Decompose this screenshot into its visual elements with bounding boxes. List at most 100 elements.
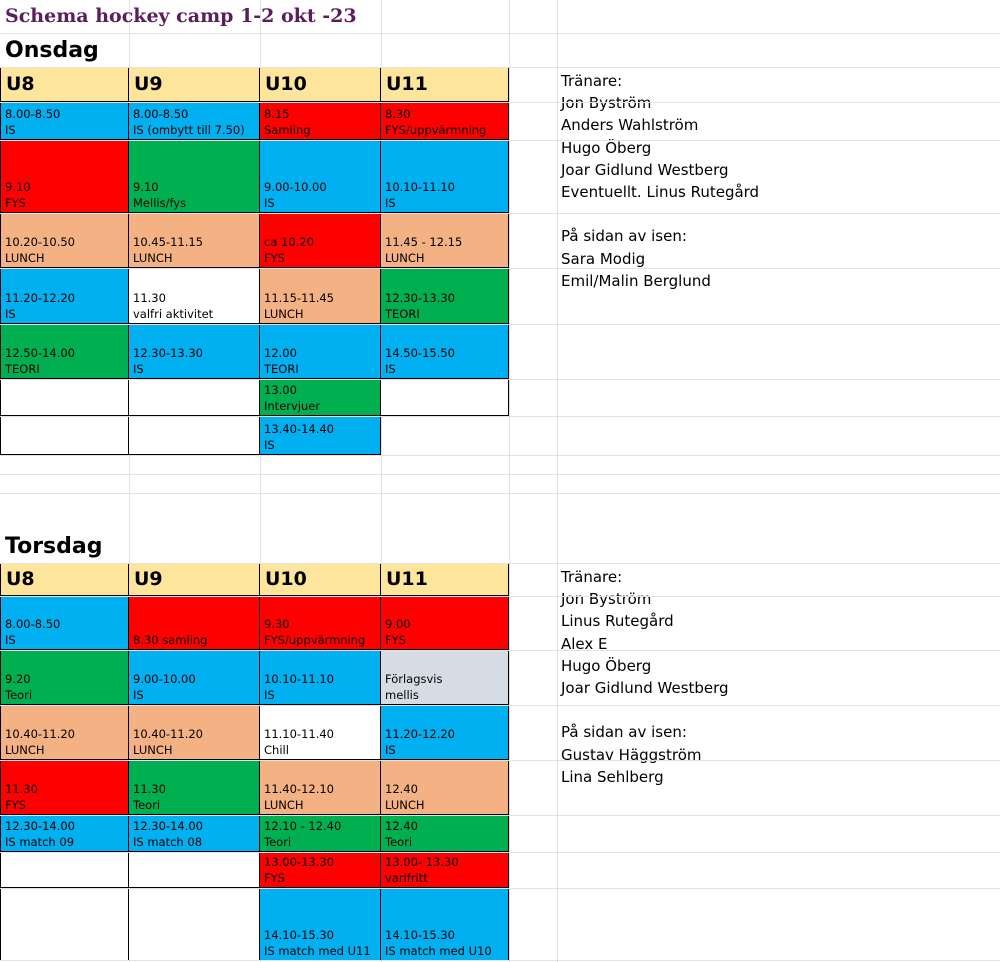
cell-time: 12.40: [385, 782, 418, 796]
column-header-u11[interactable]: U11: [381, 67, 509, 102]
schedule-cell[interactable]: 8.00-8.50 IS (ombytt till 7.50): [129, 102, 260, 140]
schedule-cell[interactable]: [129, 416, 260, 455]
cell-activity: FYS: [385, 633, 406, 647]
schedule-cell[interactable]: 12.10 - 12.40 Teori: [260, 815, 381, 852]
schedule-cell[interactable]: 8.30 samling: [129, 596, 260, 650]
schedule-cell[interactable]: 13.00-13.30 FYS: [260, 852, 381, 888]
schedule-cell[interactable]: 12.30-13.30 TEORI: [381, 268, 509, 324]
schedule-cell[interactable]: [129, 888, 260, 961]
schedule-cell[interactable]: 8.00-8.50 IS: [0, 102, 129, 140]
cell-time: 9.00: [385, 617, 411, 631]
cell-activity: Mellis/fys: [133, 196, 187, 210]
schedule-cell[interactable]: 9.20 Teori: [0, 650, 129, 705]
schedule-cell[interactable]: [381, 379, 509, 416]
schedule-cell[interactable]: [0, 379, 129, 416]
grid-line: [0, 493, 1000, 494]
grid-line: [0, 596, 1000, 597]
schedule-cell[interactable]: 11.20-12.20 IS: [381, 705, 509, 760]
schedule-cell[interactable]: 11.30 valfri aktivitet: [129, 268, 260, 324]
schedule-cell[interactable]: 13.40-14.40 IS: [260, 416, 381, 455]
schedule-cell[interactable]: 14.10-15.30 IS match med U11: [260, 888, 381, 961]
cell-activity: IS: [133, 688, 144, 702]
grid-line: [0, 760, 1000, 761]
cell-activity: LUNCH: [133, 251, 173, 265]
grid-line: [0, 960, 1000, 961]
schedule-cell[interactable]: 14.50-15.50 IS: [381, 324, 509, 379]
schedule-cell[interactable]: 11.45 - 12.15 LUNCH: [381, 213, 509, 268]
cell-time: 11.20-12.20: [385, 727, 455, 741]
cell-activity: LUNCH: [133, 743, 173, 757]
cell-time: 10.20-10.50: [5, 235, 75, 249]
schedule-cell[interactable]: 11.40-12.10 LUNCH: [260, 760, 381, 815]
schedule-cell[interactable]: [0, 888, 129, 961]
schedule-cell[interactable]: 9.10 FYS: [0, 140, 129, 213]
schedule-cell[interactable]: 11.10-11.40 Chill: [260, 705, 381, 760]
schedule-cell[interactable]: 11.30 Teori: [129, 760, 260, 815]
schedule-cell[interactable]: 11.20-12.20 IS: [0, 268, 129, 324]
schedule-cell[interactable]: 12.30-14.00 IS match 09: [0, 815, 129, 852]
cell-activity: IS: [5, 633, 16, 647]
notes-line: Tränare:: [561, 72, 623, 90]
coaches-notes-torsdag: Tränare: Jon Byström Linus Rutegård Alex E H…: [561, 566, 729, 788]
schedule-cell[interactable]: 12.50-14.00 TEORI: [0, 324, 129, 379]
schedule-cell[interactable]: 12.30-13.30 IS: [129, 324, 260, 379]
grid-line: [0, 102, 1000, 103]
schedule-cell[interactable]: 10.10-11.10 IS: [260, 650, 381, 705]
schedule-cell[interactable]: 9.30 FYS/uppvärmning: [260, 596, 381, 650]
column-header-u8[interactable]: U8: [0, 563, 129, 596]
schedule-cell[interactable]: [129, 379, 260, 416]
schedule-cell[interactable]: 13.00- 13.30 varifritt: [381, 852, 509, 888]
schedule-cell[interactable]: 10.40-11.20 LUNCH: [129, 705, 260, 760]
schedule-cell[interactable]: 12.40 Teori: [381, 815, 509, 852]
schedule-cell[interactable]: [0, 416, 129, 455]
schedule-cell[interactable]: 9.00 FYS: [381, 596, 509, 650]
notes-line: På sidan av isen:: [561, 723, 687, 742]
column-header-u10[interactable]: U10: [260, 67, 381, 102]
schedule-cell[interactable]: 10.20-10.50 LUNCH: [0, 213, 129, 268]
notes-line: Alex E: [561, 634, 608, 653]
notes-line: Sara Modig: [561, 249, 646, 268]
notes-line: Emil/Malin Berglund: [561, 271, 711, 290]
schedule-cell[interactable]: 11.30 FYS: [0, 760, 129, 815]
notes-line: Joar Gidlund Westberg: [561, 160, 729, 179]
schedule-cell[interactable]: 8.30 FYS/uppvärmning: [381, 102, 509, 140]
notes-line: Gustav Häggström: [561, 745, 702, 764]
cell-activity: IS match 09: [5, 835, 75, 849]
schedule-cell[interactable]: 10.45-11.15 LUNCH: [129, 213, 260, 268]
cell-time: 11.20-12.20: [5, 291, 75, 305]
schedule-cell[interactable]: 13.00 Intervjuer: [260, 379, 381, 416]
schedule-cell[interactable]: 9.00-10.00 IS: [129, 650, 260, 705]
column-header-u10[interactable]: U10: [260, 563, 381, 596]
cell-activity: IS match med U10: [385, 944, 492, 958]
cell-activity: Teori: [133, 798, 161, 812]
schedule-cell[interactable]: [129, 852, 260, 888]
schedule-cell[interactable]: 11.15-11.45 LUNCH: [260, 268, 381, 324]
schedule-cell[interactable]: ca 10.20 FYS: [260, 213, 381, 268]
column-header-u8[interactable]: U8: [0, 67, 129, 102]
grid-line: [0, 563, 1000, 564]
schedule-cell[interactable]: Förlagsvis mellis: [381, 650, 509, 705]
column-header-u9[interactable]: U9: [129, 67, 260, 102]
notes-line: Hugo Öberg: [561, 656, 652, 675]
schedule-cell[interactable]: 12.30-14.00 IS match 08: [129, 815, 260, 852]
schedule-cell[interactable]: 12.40 LUNCH: [381, 760, 509, 815]
column-header-u11[interactable]: U11: [381, 563, 509, 596]
schedule-cell[interactable]: 12.00 TEORI: [260, 324, 381, 379]
schedule-cell[interactable]: 9.00-10.00 IS: [260, 140, 381, 213]
cell-time: 11.45 - 12.15: [385, 235, 463, 249]
cell-time: 8.15: [264, 107, 290, 121]
schedule-cell[interactable]: 14.10-15.30 IS match med U10: [381, 888, 509, 961]
schedule-cell[interactable]: 8.00-8.50 IS: [0, 596, 129, 650]
schedule-cell[interactable]: 10.40-11.20 LUNCH: [0, 705, 129, 760]
column-header-u9[interactable]: U9: [129, 563, 260, 596]
notes-line: Anders Wahlström: [561, 116, 699, 135]
cell-time: 12.30-13.30: [133, 346, 203, 360]
cell-activity: FYS/uppvärmning: [264, 633, 366, 647]
schedule-cell[interactable]: 10.10-11.10 IS: [381, 140, 509, 213]
schedule-cell[interactable]: 9.10 Mellis/fys: [129, 140, 260, 213]
cell-activity: LUNCH: [5, 251, 45, 265]
schedule-cell[interactable]: [0, 852, 129, 888]
schedule-cell[interactable]: 8.15 Samling: [260, 102, 381, 140]
cell-activity: Teori: [264, 835, 292, 849]
notes-line: Joar Gidlund Westberg: [561, 678, 729, 697]
